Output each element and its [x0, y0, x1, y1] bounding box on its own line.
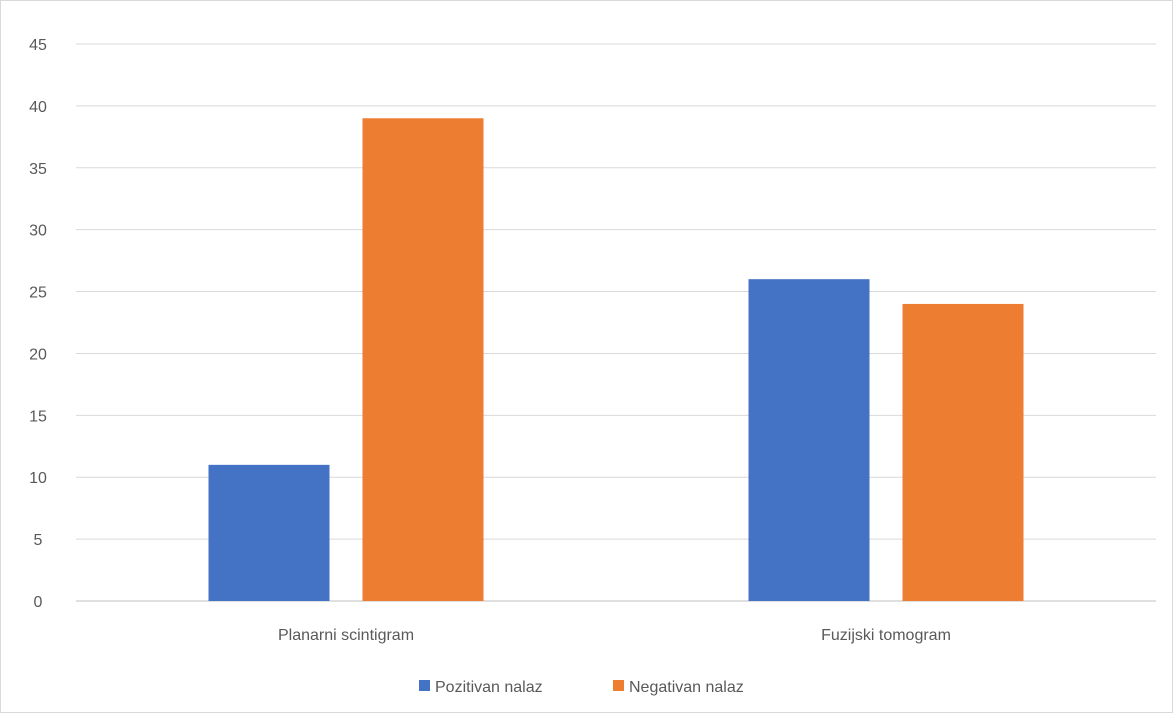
x-category-label: Planarni scintigram: [278, 627, 414, 644]
x-axis-categories: Planarni scintigram Fuzijski tomogram: [278, 627, 951, 644]
bar-pozitivan-1: [748, 279, 870, 601]
y-tick-label: 10: [29, 470, 47, 487]
x-category-label: Fuzijski tomogram: [821, 627, 951, 644]
legend: Pozitivan nalaz Negativan nalaz: [419, 679, 744, 696]
bar-negativan-0: [362, 118, 484, 602]
bar-negativan-1: [902, 303, 1024, 601]
y-tick-label: 25: [29, 285, 47, 302]
y-tick-label: 15: [29, 408, 47, 425]
y-tick-label: 45: [29, 37, 47, 54]
y-tick-label: 20: [29, 346, 47, 363]
y-axis-ticks: 0 5 10 15 20 25 30 35 40 45: [29, 37, 47, 611]
y-tick-label: 0: [34, 594, 43, 611]
legend-swatch: [419, 680, 430, 691]
y-tick-label: 5: [34, 532, 43, 549]
y-tick-label: 35: [29, 161, 47, 178]
bar-pozitivan-0: [208, 464, 330, 601]
legend-label: Negativan nalaz: [629, 679, 744, 696]
y-tick-label: 30: [29, 223, 47, 240]
bars: [208, 118, 1024, 602]
legend-swatch: [613, 680, 624, 691]
legend-label: Pozitivan nalaz: [435, 679, 543, 696]
y-tick-label: 40: [29, 99, 47, 116]
